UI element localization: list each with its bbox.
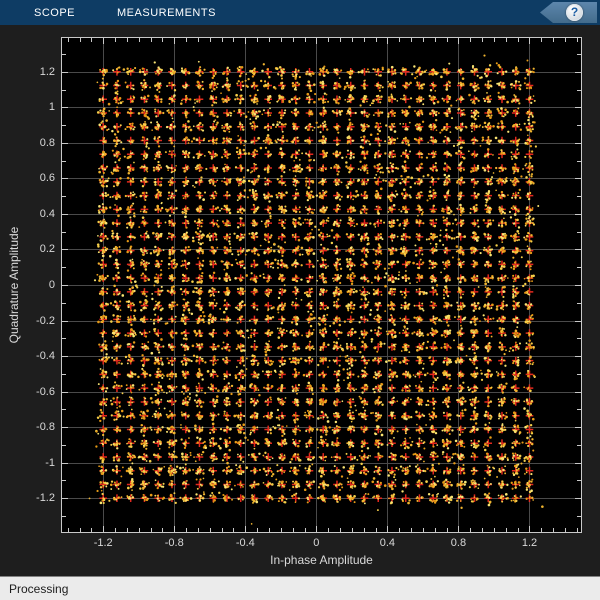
help-button[interactable]: ? <box>540 2 597 23</box>
constellation-canvas <box>62 38 581 532</box>
help-icon: ? <box>566 4 583 21</box>
plot-area <box>61 37 582 533</box>
x-tick-label: -0.8 <box>164 537 184 549</box>
toolstrip: SCOPE MEASUREMENTS ? <box>0 0 600 25</box>
y-tick-label: 0.8 <box>39 136 55 149</box>
y-tick-label: 0 <box>48 279 55 291</box>
y-tick-label: -0.4 <box>36 350 55 363</box>
y-tick-label: 0.6 <box>39 172 55 185</box>
y-tick-label: -0.8 <box>36 421 55 434</box>
x-tick-label: 1.2 <box>521 537 538 549</box>
x-tick-label: -1.2 <box>93 537 113 549</box>
x-axis-label: In-phase Amplitude <box>270 553 373 567</box>
y-tick-label: -0.6 <box>36 385 55 398</box>
status-text: Processing <box>9 581 69 596</box>
x-tick-label: 0.4 <box>379 537 396 549</box>
y-tick-label: 0.2 <box>39 243 55 256</box>
x-tick-label: 0.8 <box>450 537 467 549</box>
y-tick-label: 1.2 <box>39 65 55 78</box>
tab-scope[interactable]: SCOPE <box>34 6 76 19</box>
x-tick-label: 0 <box>313 537 320 549</box>
figure-area: Quadrature Amplitude In-phase Amplitude … <box>0 25 600 576</box>
y-tick-label: 1 <box>48 101 55 114</box>
y-tick-label: 0.4 <box>39 207 55 220</box>
tab-measurements[interactable]: MEASUREMENTS <box>117 6 216 19</box>
y-tick-label: -0.2 <box>36 314 55 327</box>
y-tick-label: -1 <box>45 456 55 469</box>
y-tick-label: -1.2 <box>36 492 55 505</box>
status-bar: Processing <box>0 576 600 600</box>
x-tick-label: -0.4 <box>235 537 255 549</box>
